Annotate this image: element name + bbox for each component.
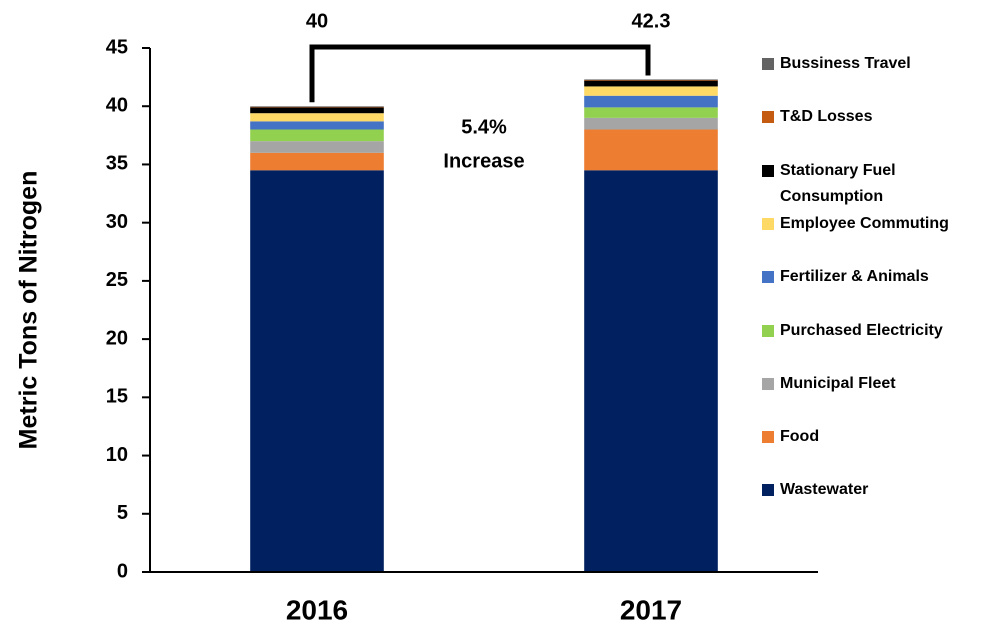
- bar-segment: [250, 106, 384, 108]
- legend-label: T&D Losses: [780, 108, 873, 126]
- bar-segment: [584, 80, 718, 81]
- legend-label: Wastewater: [780, 481, 869, 499]
- y-tick-label: 20: [106, 327, 128, 349]
- bar-segment: [250, 129, 384, 142]
- bar-segment: [250, 141, 384, 153]
- legend-swatch: [762, 271, 774, 284]
- y-axis-title: Metric Tons of Nitrogen: [15, 171, 43, 450]
- legend-item: T&D Losses: [762, 104, 995, 130]
- legend-item: Wastewater: [762, 477, 995, 503]
- y-tick-label: 35: [106, 153, 128, 175]
- legend-item: Food: [762, 424, 995, 450]
- legend-label: Purchased Electricity: [780, 321, 943, 339]
- bar-segment: [584, 79, 718, 81]
- legend-label: Stationary Fuel Consumption: [780, 161, 896, 205]
- bar-segment: [584, 95, 718, 108]
- bar-segment: [584, 170, 718, 572]
- legend-label: Fertilizer & Animals: [780, 268, 929, 286]
- annotation: 5.4%: [461, 116, 507, 138]
- bar-segment: [250, 113, 384, 122]
- bar-segment: [584, 117, 718, 130]
- bar-segment: [584, 80, 718, 87]
- total-label: 42.3: [632, 10, 671, 32]
- legend-swatch: [762, 324, 774, 337]
- legend-label: Employee Commuting: [780, 214, 949, 232]
- y-tick-label: 5: [117, 502, 128, 524]
- bar-segment: [250, 170, 384, 572]
- bar-segment: [584, 107, 718, 118]
- y-tick-label: 0: [117, 560, 128, 582]
- legend-item: Employee Commuting: [762, 211, 995, 237]
- x-tick-label: 2016: [286, 594, 348, 625]
- y-tick-label: 10: [106, 444, 128, 466]
- bar-segment: [584, 129, 718, 171]
- legend-item: Municipal Fleet: [762, 371, 995, 397]
- legend-swatch: [762, 111, 774, 124]
- legend-item: Stationary Fuel Consumption: [762, 158, 995, 210]
- y-tick-label: 30: [106, 211, 128, 233]
- legend-label: Bussiness Travel: [780, 55, 911, 72]
- legend-item: Bussiness Travel: [762, 51, 995, 77]
- bar-segment: [250, 107, 384, 114]
- legend-swatch: [762, 377, 774, 390]
- y-tick-label: 40: [106, 95, 128, 117]
- total-label: 40: [306, 10, 328, 32]
- legend-swatch: [762, 484, 774, 497]
- legend-item: Fertilizer & Animals: [762, 264, 995, 290]
- bar-segment: [250, 152, 384, 171]
- bar-segment: [250, 106, 384, 107]
- legend-swatch: [762, 217, 774, 230]
- legend-label: Municipal Fleet: [780, 374, 896, 392]
- bar-segment: [584, 86, 718, 96]
- annotation: Increase: [443, 150, 524, 172]
- legend-swatch: [762, 431, 774, 444]
- y-tick-label: 15: [106, 386, 128, 408]
- legend-label: Food: [780, 428, 820, 446]
- x-tick-label: 2017: [620, 594, 682, 625]
- y-tick-label: 45: [106, 36, 128, 58]
- legend-item: Purchased Electricity: [762, 318, 995, 344]
- y-tick-label: 25: [106, 269, 128, 291]
- bar-segment: [250, 121, 384, 130]
- legend-swatch: [762, 164, 774, 177]
- bracket: [309, 44, 651, 103]
- legend-swatch: [762, 58, 774, 70]
